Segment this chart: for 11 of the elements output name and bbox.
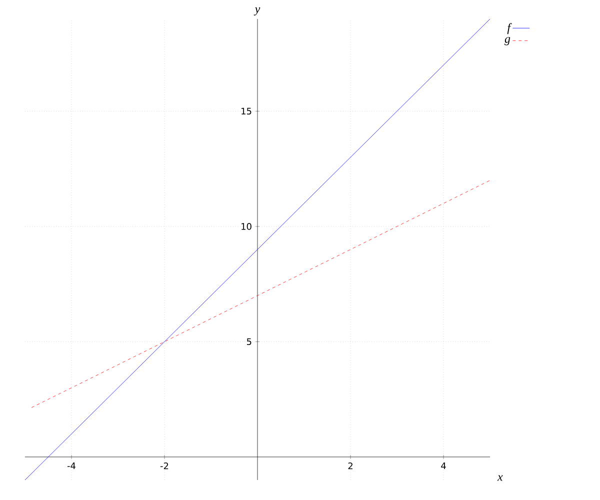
x-tick-label: 4	[441, 462, 446, 469]
x-tick-label: -2	[160, 462, 168, 470]
x-tick-label: -4	[67, 462, 76, 469]
x-tick-label: 2	[348, 462, 352, 470]
legend-label: g	[504, 37, 510, 46]
y-axis-title: y	[254, 7, 260, 16]
x-axis-title: x	[497, 475, 503, 481]
legend-label: f	[507, 23, 512, 34]
y-tick-label: 10	[242, 223, 252, 230]
y-tick-label: 15	[242, 108, 252, 115]
y-tick-label: 5	[246, 338, 252, 346]
